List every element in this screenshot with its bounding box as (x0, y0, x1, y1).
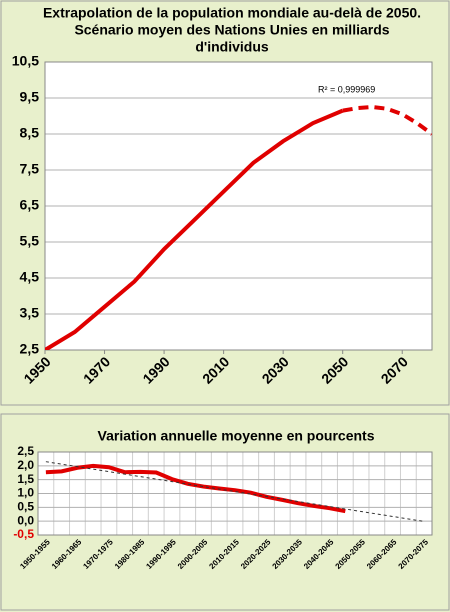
chart-title: Extrapolation de la population mondiale … (43, 5, 421, 21)
chart-title: d'individus (195, 39, 269, 55)
y-tick-label: 1,0 (17, 486, 34, 500)
y-tick-label: 1,5 (17, 472, 34, 486)
y-tick-label: 10,5 (12, 53, 39, 69)
y-tick-label: -0,5 (13, 527, 34, 541)
y-tick-label: 2,0 (17, 458, 34, 472)
annotation: R² = 0,999969 (318, 84, 375, 94)
y-tick-label: 4,5 (20, 269, 40, 285)
chart-title: Variation annuelle moyenne en pourcents (98, 428, 375, 444)
line (45, 461, 425, 522)
y-tick-label: 7,5 (20, 161, 40, 177)
chart-title: Scénario moyen des Nations Unies en mill… (74, 22, 389, 38)
y-tick-label: 6,5 (20, 197, 40, 213)
line (45, 108, 344, 350)
plot-border (37, 451, 433, 536)
y-tick-label: 8,5 (20, 125, 40, 141)
y-tick-label: 3,5 (20, 305, 40, 321)
y-tick-label: 5,5 (20, 233, 40, 249)
y-tick-label: 0,0 (17, 513, 34, 527)
y-tick-label: 9,5 (20, 89, 40, 105)
y-tick-label: 2,5 (17, 444, 34, 458)
y-tick-label: 2,5 (20, 341, 40, 357)
plot-border (44, 61, 433, 351)
y-tick-label: 0,5 (17, 500, 34, 514)
